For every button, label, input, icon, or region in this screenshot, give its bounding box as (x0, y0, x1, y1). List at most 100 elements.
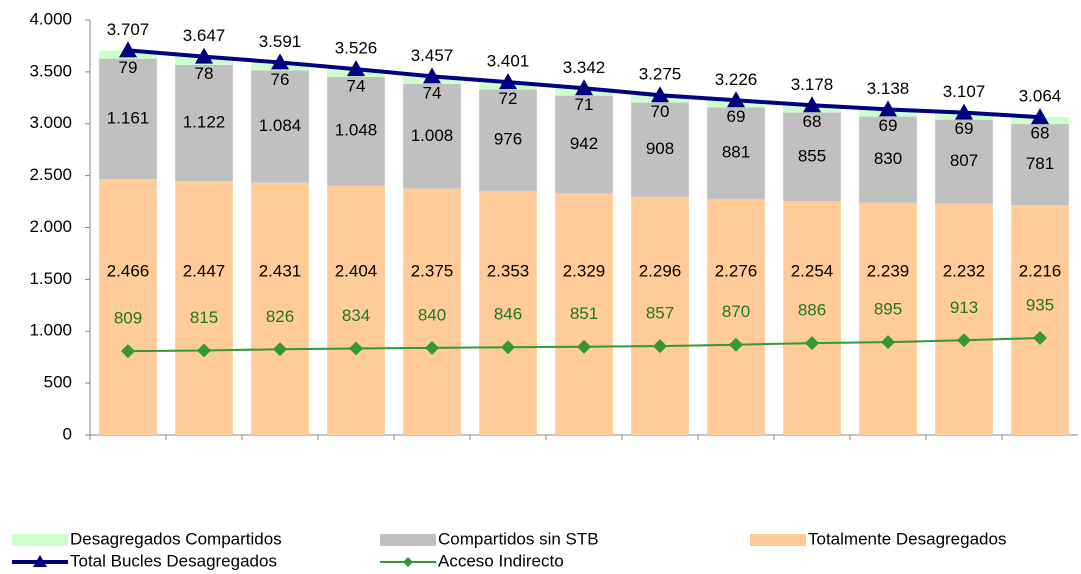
data-label: 1.084 (259, 116, 302, 135)
bar-segment (707, 198, 765, 435)
data-label: 2.466 (107, 262, 150, 281)
data-label: 2.447 (183, 262, 226, 281)
data-label: 830 (874, 149, 902, 168)
bar-segment (99, 58, 157, 180)
data-label: 2.276 (715, 262, 758, 281)
data-label: 840 (418, 305, 446, 324)
bar-segment (403, 84, 461, 189)
data-label: 2.329 (563, 262, 606, 281)
data-label: 857 (646, 304, 674, 323)
data-label: 3.526 (335, 39, 378, 58)
data-label: 3.591 (259, 32, 302, 51)
bar-segment (935, 119, 993, 204)
marker (349, 341, 363, 356)
marker (273, 342, 287, 357)
marker (425, 340, 439, 355)
data-label: 2.216 (1019, 262, 1062, 281)
legend-swatch (750, 534, 806, 546)
data-label: 68 (1031, 124, 1050, 143)
marker (651, 86, 669, 103)
data-label: 815 (190, 308, 218, 327)
data-label: 976 (494, 130, 522, 149)
legend-label: Compartidos sin STB (438, 529, 599, 548)
y-tick-label: 0 (63, 424, 72, 443)
legend-label: Acceso Indirecto (438, 551, 564, 570)
data-label: 3.107 (943, 82, 986, 101)
data-label: 69 (727, 107, 746, 126)
bar-segment (1011, 124, 1069, 206)
data-label: 72 (499, 89, 518, 108)
bar-segment (783, 201, 841, 435)
data-label: 886 (798, 301, 826, 320)
legend-marker (33, 555, 47, 567)
data-label: 3.401 (487, 52, 530, 71)
data-label: 74 (423, 83, 442, 102)
data-label: 834 (342, 306, 370, 325)
y-tick-label: 2.000 (29, 217, 72, 236)
data-label: 826 (266, 307, 294, 326)
marker (957, 333, 971, 348)
marker (577, 339, 591, 354)
marker (423, 67, 441, 84)
bar-segment (707, 107, 765, 199)
bar-segment (859, 202, 917, 435)
legend-label: Totalmente Desagregados (808, 529, 1006, 548)
data-label: 851 (570, 304, 598, 323)
y-tick-label: 3.500 (29, 61, 72, 80)
bar-segment (99, 179, 157, 435)
data-label: 809 (114, 309, 142, 328)
data-label: 1.048 (335, 121, 378, 140)
data-label: 68 (803, 112, 822, 131)
marker (727, 91, 745, 108)
y-tick-label: 4.000 (29, 9, 72, 28)
data-label: 79 (119, 58, 138, 77)
legend-label: Desagregados Compartidos (70, 529, 282, 548)
bar-segment (175, 181, 233, 435)
data-label: 70 (651, 102, 670, 121)
bar-segment (555, 95, 613, 194)
data-label: 2.431 (259, 262, 302, 281)
data-label: 807 (950, 151, 978, 170)
bar-segment (1011, 205, 1069, 435)
bar-segment (403, 188, 461, 435)
marker (195, 47, 213, 64)
data-label: 1.008 (411, 126, 454, 145)
marker (121, 344, 135, 359)
marker (955, 103, 973, 120)
data-label: 71 (575, 95, 594, 114)
marker (805, 336, 819, 351)
marker (803, 96, 821, 113)
data-label: 2.375 (411, 262, 454, 281)
marker (879, 100, 897, 117)
marker (729, 337, 743, 352)
data-label: 881 (722, 143, 750, 162)
data-label: 855 (798, 146, 826, 165)
data-label: 935 (1026, 295, 1054, 314)
data-label: 1.122 (183, 112, 226, 131)
data-label: 3.647 (183, 26, 226, 45)
marker (501, 340, 515, 355)
data-label: 913 (950, 298, 978, 317)
legend-swatch (12, 534, 68, 546)
data-label: 78 (195, 64, 214, 83)
data-label: 3.226 (715, 70, 758, 89)
marker (575, 79, 593, 96)
data-label: 3.275 (639, 65, 682, 84)
marker (347, 60, 365, 77)
data-label: 908 (646, 139, 674, 158)
data-label: 3.064 (1019, 87, 1062, 106)
marker (197, 343, 211, 358)
data-label: 76 (271, 70, 290, 89)
bar-segment (631, 196, 689, 435)
data-label: 846 (494, 305, 522, 324)
data-label: 69 (879, 116, 898, 135)
marker (1031, 108, 1049, 125)
bar-segment (935, 203, 993, 435)
legend-label: Total Bucles Desagregados (70, 551, 277, 570)
data-label: 3.178 (791, 75, 834, 94)
bar-segment (479, 89, 537, 191)
data-label: 3.457 (411, 46, 454, 65)
bar-segment (479, 190, 537, 435)
data-label: 2.404 (335, 262, 378, 281)
